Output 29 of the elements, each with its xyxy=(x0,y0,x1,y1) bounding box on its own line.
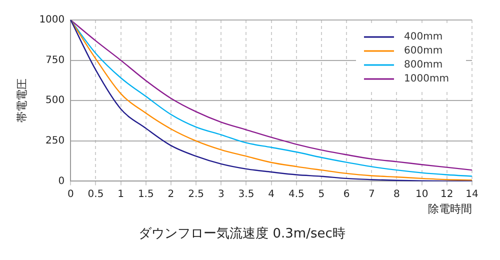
y-axis-title: 帯電電圧 xyxy=(15,78,28,123)
y-tick-label: 500 xyxy=(46,95,65,106)
x-tick-label: 4.5 xyxy=(288,188,304,200)
x-tick-label: 1.5 xyxy=(138,188,154,200)
x-tick-label: 3.5 xyxy=(238,188,254,200)
y-tick-label: 1000 xyxy=(39,14,65,26)
legend-label: 1000mm xyxy=(404,74,449,85)
y-tick-label: 750 xyxy=(46,54,65,66)
legend-label: 400mm xyxy=(404,32,443,43)
x-tick-label: 4 xyxy=(268,188,275,200)
x-tick-label: 1 xyxy=(118,188,124,200)
y-tick-label: 250 xyxy=(46,135,65,146)
x-tick-label: 14 xyxy=(466,188,478,200)
x-tick-label: 2.5 xyxy=(188,188,204,200)
x-tick-label: 2 xyxy=(168,188,174,200)
x-tick-label: 6 xyxy=(343,188,350,200)
x-tick-label: 10 xyxy=(415,188,428,200)
y-tick-label: 0 xyxy=(58,176,65,187)
x-tick-label: 3 xyxy=(218,188,224,200)
text: ダウンフロー気流速度 0.3m/sec時 xyxy=(138,226,346,242)
legend-label: 600mm xyxy=(404,46,443,57)
x-axis-title: 除電時間 xyxy=(428,202,472,216)
x-tick-label: 12 xyxy=(440,188,454,200)
x-tick-label: 8 xyxy=(394,188,400,200)
x-tick-label: 0.5 xyxy=(88,188,104,200)
x-tick-label: 5 xyxy=(318,188,325,200)
x-tick-label: 7 xyxy=(368,188,375,200)
legend-label: 800mm xyxy=(404,60,443,71)
x-tick-label: 0 xyxy=(67,188,74,200)
